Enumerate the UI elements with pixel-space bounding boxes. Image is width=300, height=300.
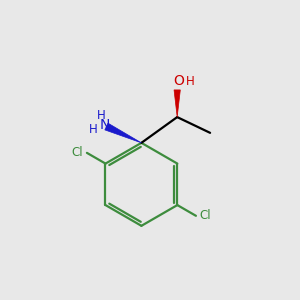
Text: H: H	[97, 109, 106, 122]
Text: H: H	[89, 124, 98, 136]
Polygon shape	[174, 90, 180, 117]
Text: N: N	[100, 118, 110, 132]
Text: Cl: Cl	[200, 209, 211, 222]
Text: Cl: Cl	[72, 146, 83, 159]
Polygon shape	[105, 123, 141, 143]
Text: O: O	[173, 74, 184, 88]
Text: H: H	[186, 75, 194, 88]
